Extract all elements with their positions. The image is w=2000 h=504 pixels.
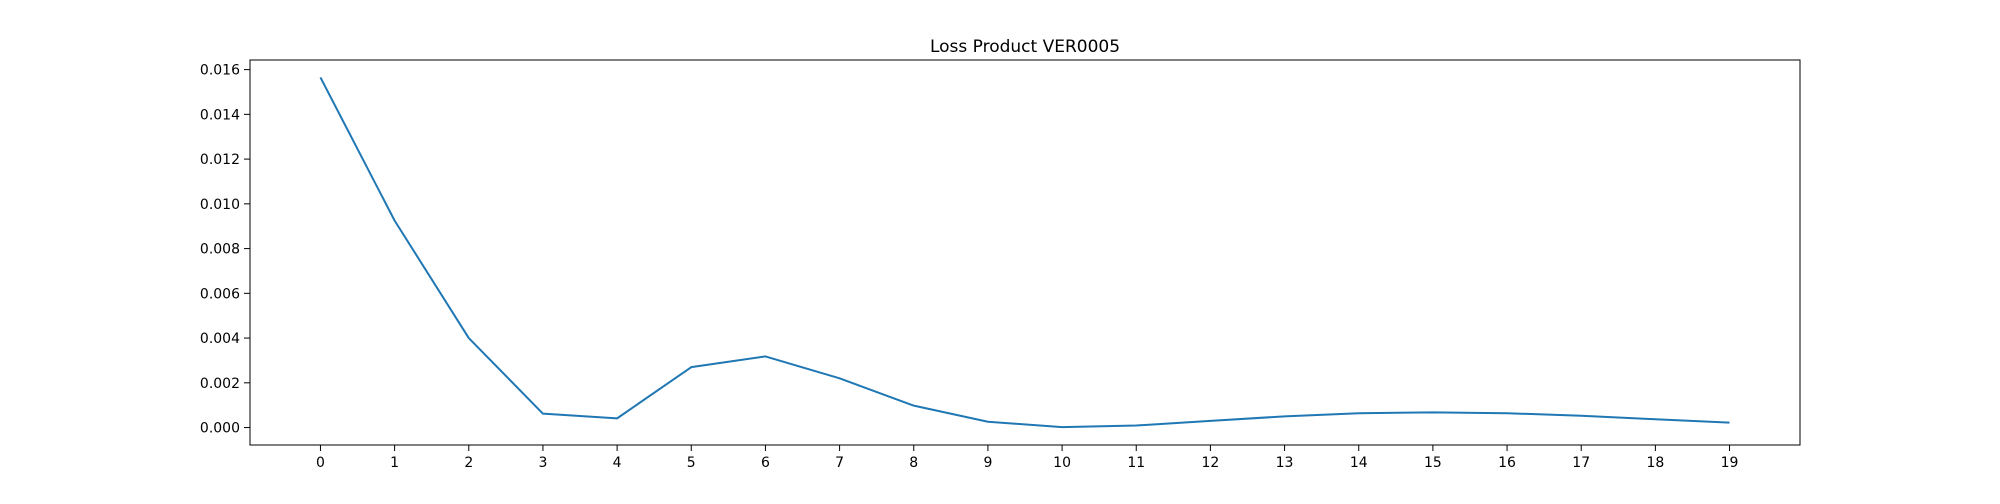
- y-tick-label: 0.014: [200, 107, 240, 123]
- y-tick-label: 0.012: [200, 152, 240, 168]
- x-tick-label: 0: [316, 455, 325, 471]
- x-tick-label: 4: [613, 455, 622, 471]
- x-tick-label: 3: [538, 455, 547, 471]
- x-tick-label: 13: [1276, 455, 1294, 471]
- x-tick-label: 1: [390, 455, 399, 471]
- x-tick-label: 16: [1498, 455, 1516, 471]
- y-tick-label: 0.016: [200, 63, 240, 79]
- ticks-layer: 0 1 2 3 4 5 6 7 8 9 10 11 12 13 14 15 16 17 18 190.0000.002…: [200, 63, 1739, 471]
- chart-title: Loss Product VER0005: [930, 37, 1120, 57]
- x-tick-label: 10: [1053, 455, 1071, 471]
- y-tick-label: 0.000: [200, 421, 240, 437]
- x-tick-label: 8: [909, 455, 918, 471]
- x-tick-label: 15: [1424, 455, 1442, 471]
- x-tick-label: 6: [761, 455, 770, 471]
- x-tick-label: 18: [1646, 455, 1664, 471]
- x-tick-label: 19: [1721, 455, 1739, 471]
- x-tick-label: 2: [464, 455, 473, 471]
- plot-frame: [249, 59, 1801, 446]
- y-tick-label: 0.008: [200, 242, 240, 258]
- x-tick-label: 11: [1127, 455, 1145, 471]
- x-tick-label: 17: [1572, 455, 1590, 471]
- x-tick-label: 5: [687, 455, 696, 471]
- series-line: [319, 76, 1730, 429]
- x-tick-label: 12: [1201, 455, 1219, 471]
- y-tick-label: 0.010: [200, 197, 240, 213]
- x-tick-label: 14: [1350, 455, 1368, 471]
- x-tick-label: 9: [983, 455, 992, 471]
- series-layer: [319, 76, 1730, 429]
- x-tick-label: 7: [835, 455, 844, 471]
- y-tick-label: 0.006: [200, 286, 240, 302]
- y-tick-label: 0.004: [200, 331, 240, 347]
- y-tick-label: 0.002: [200, 376, 240, 392]
